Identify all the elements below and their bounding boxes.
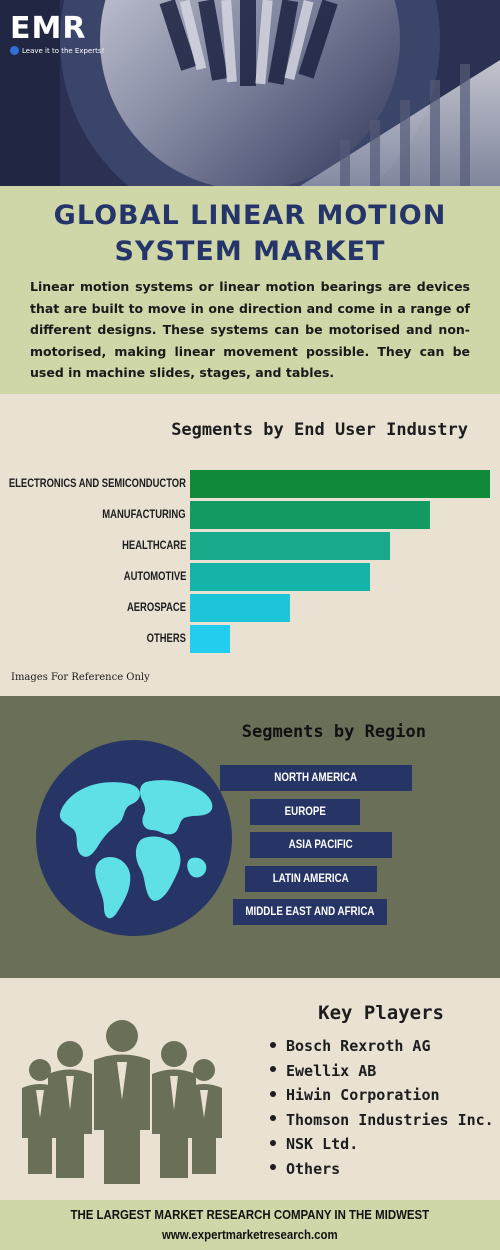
people-icon — [22, 1020, 222, 1184]
key-player-name: NSK Ltd. — [286, 1135, 359, 1153]
key-players-title: Key Players — [318, 1002, 444, 1024]
region-tag: ASIA PACIFIC — [250, 832, 392, 858]
bullet-icon — [270, 1066, 276, 1072]
bar-row: AUTOMOTIVE — [0, 563, 500, 591]
region-label: NORTH AMERICA — [274, 772, 358, 784]
bullet-icon — [270, 1139, 276, 1146]
key-players-list: Bosch Rexroth AG Ewellix AB Hiwin Corporat… — [270, 1034, 494, 1181]
key-player-item: NSK Ltd. — [270, 1132, 494, 1157]
bar — [190, 532, 390, 560]
logo-tagline-row: Leave it to the Experts! — [10, 46, 104, 55]
key-player-item: Hiwin Corporation — [270, 1083, 494, 1108]
bar — [190, 501, 430, 529]
bar-label: HEALTHCARE — [121, 540, 186, 552]
bar-row: HEALTHCARE — [0, 532, 500, 560]
globe-icon — [36, 740, 232, 936]
bullet-icon — [270, 1041, 276, 1048]
title-band: Global Linear Motion System Market Linea… — [0, 186, 500, 394]
key-player-item: Bosch Rexroth AG — [270, 1034, 494, 1059]
footer-website-text: www.expertmarketresearch.com — [162, 1227, 338, 1242]
key-player-name: Thomson Industries Inc. — [286, 1110, 494, 1129]
bar-row: ELECTRONICS AND SEMICONDUCTOR — [0, 470, 500, 498]
region-section: Segments by Region NORTH AMERICA EUROPE AS… — [0, 696, 500, 978]
bullet-icon — [270, 1164, 276, 1170]
footer-website-link[interactable]: www.expertmarketresearch.com — [0, 1227, 500, 1242]
bar-label: AUTOMOTIVE — [123, 571, 186, 583]
key-player-item: Others — [270, 1157, 494, 1182]
footer-tagline-text: THE LARGEST MARKET RESEARCH COMPANY IN T… — [70, 1207, 430, 1222]
bar — [190, 563, 370, 591]
gear-image — [0, 0, 500, 186]
intro-text: Linear motion systems or linear motion b… — [30, 279, 470, 380]
end-user-section: Segments by End User Industry ELECTRONIC… — [0, 394, 500, 696]
emr-logo: EMR Leave it to the Experts! — [10, 14, 104, 55]
region-label: MIDDLE EAST AND AFRICA — [245, 906, 375, 918]
bar-row: MANUFACTURING — [0, 501, 500, 529]
key-player-item: Thomson Industries Inc. — [270, 1108, 494, 1133]
key-player-item: Ewellix AB — [270, 1059, 494, 1084]
bullet-icon — [270, 1090, 276, 1097]
bar — [190, 594, 290, 622]
region-title: Segments by Region — [241, 722, 426, 742]
region-tag: EUROPE — [250, 798, 360, 825]
key-player-name: Hiwin Corporation — [286, 1086, 440, 1104]
region-tag: MIDDLE EAST AND AFRICA — [233, 899, 387, 925]
logo-tagline: Leave it to the Experts! — [22, 46, 105, 55]
globe-icon — [10, 46, 19, 55]
region-tag: LATIN AMERICA — [245, 865, 377, 892]
footer: THE LARGEST MARKET RESEARCH COMPANY IN T… — [0, 1200, 500, 1250]
key-player-name: Bosch Rexroth AG — [286, 1037, 431, 1055]
hero-image: EMR Leave it to the Experts! — [0, 0, 500, 186]
bar-label: MANUFACTURING — [102, 509, 186, 521]
bar-label: AEROSPACE — [126, 602, 186, 614]
page-title: Global Linear Motion System Market — [53, 200, 447, 267]
region-label: LATIN AMERICA — [272, 872, 350, 885]
bar-label: ELECTRONICS AND SEMICONDUCTOR — [8, 478, 186, 490]
bar — [190, 625, 230, 653]
region-tag: NORTH AMERICA — [220, 765, 412, 791]
bar — [190, 470, 490, 498]
end-user-title: Segments by End User Industry — [171, 420, 468, 440]
footer-tagline: THE LARGEST MARKET RESEARCH COMPANY IN T… — [0, 1207, 500, 1222]
key-players-section: Key Players Bosch Rexroth AG Ewellix AB Hi… — [0, 978, 500, 1200]
key-player-name: Others — [286, 1159, 341, 1178]
logo-mark: EMR — [10, 11, 87, 46]
region-label: EUROPE — [284, 805, 326, 818]
region-label: ASIA PACIFIC — [288, 839, 354, 851]
bar-label: OTHERS — [146, 633, 186, 645]
key-player-name: Ewellix AB — [286, 1061, 377, 1080]
bar-row: AEROSPACE — [0, 594, 500, 622]
reference-note: Images For Reference Only — [11, 672, 150, 683]
bullet-icon — [270, 1115, 276, 1121]
bar-row: OTHERS — [0, 625, 500, 653]
